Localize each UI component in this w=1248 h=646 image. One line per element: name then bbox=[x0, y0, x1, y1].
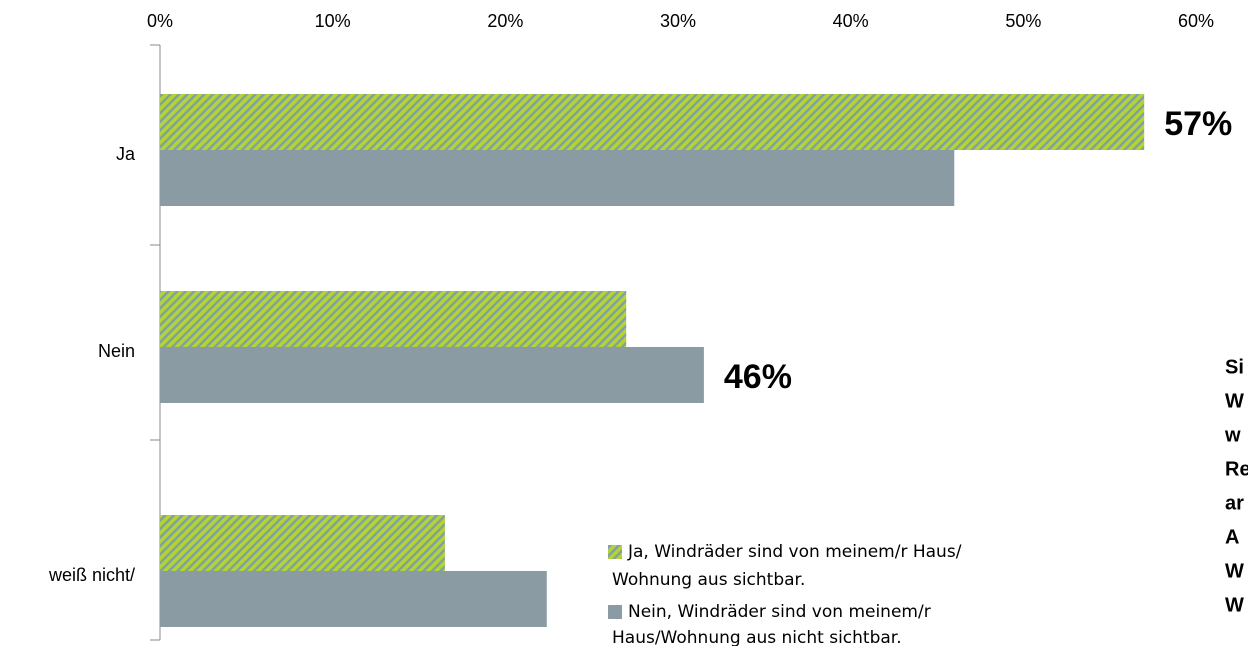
bar bbox=[160, 571, 547, 627]
x-tick-label: 40% bbox=[833, 11, 869, 31]
annotation: W bbox=[1225, 390, 1244, 412]
legend-label: Haus/Wohnung aus nicht sichtbar. bbox=[612, 628, 902, 646]
bar bbox=[160, 94, 1145, 150]
x-tick-label: 10% bbox=[315, 11, 351, 31]
x-tick-label: 0% bbox=[147, 11, 173, 31]
x-tick-label: 30% bbox=[660, 11, 696, 31]
annotation: w bbox=[1224, 424, 1241, 446]
legend-label: Wohnung aus sichtbar. bbox=[612, 570, 805, 590]
legend-swatch bbox=[608, 545, 622, 559]
x-tick-label: 60% bbox=[1178, 11, 1214, 31]
legend-label: Ja, Windräder sind von meinem/r Haus/ bbox=[627, 542, 962, 562]
annotation: W bbox=[1225, 594, 1244, 616]
annotation: ar bbox=[1225, 492, 1244, 514]
bar bbox=[160, 347, 704, 403]
bar bbox=[160, 291, 627, 347]
annotation: Re bbox=[1225, 458, 1248, 480]
legend-label: Nein, Windräder sind von meinem/r bbox=[628, 602, 931, 622]
bar bbox=[160, 515, 445, 571]
legend-swatch bbox=[608, 605, 622, 619]
bar bbox=[160, 150, 955, 206]
x-tick-label: 20% bbox=[487, 11, 523, 31]
annotation: A bbox=[1225, 526, 1239, 548]
y-tick-label: Nein bbox=[98, 341, 135, 361]
value-label: 57% bbox=[1164, 105, 1232, 143]
y-tick-label: weiß nicht/ bbox=[48, 565, 135, 585]
annotation: Si bbox=[1225, 356, 1244, 378]
annotation: W bbox=[1225, 560, 1244, 582]
y-tick-label: Ja bbox=[116, 144, 136, 164]
value-label: 46% bbox=[724, 358, 792, 396]
x-tick-label: 50% bbox=[1005, 11, 1041, 31]
